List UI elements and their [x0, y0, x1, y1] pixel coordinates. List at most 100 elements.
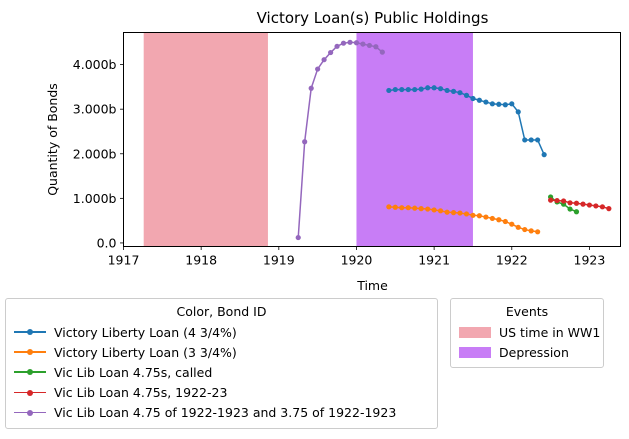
data-point [463, 92, 470, 98]
legend-label: Vic Lib Loan 4.75s, called [54, 364, 213, 380]
data-point [528, 228, 534, 234]
legend-entry-1: Victory Liberty Loan (4 3/4%) [6, 322, 437, 342]
data-point [567, 206, 573, 212]
legend-entry-3: Vic Lib Loan 4.75s, called [6, 362, 437, 382]
data-point [463, 211, 470, 217]
data-point [386, 204, 392, 210]
band-us-time-in-ww1 [143, 32, 268, 247]
legend-swatch [14, 408, 46, 418]
event-label: Depression [499, 344, 569, 360]
data-point [334, 43, 340, 49]
bond-legend-entries: Victory Liberty Loan (4 3/4%) Victory Lib… [6, 322, 437, 423]
data-point [535, 229, 541, 235]
x-tick-label: 1920 [341, 253, 373, 268]
data-point [392, 204, 398, 210]
legend-label: Vic Lib Loan 4.75s, 1922-23 [54, 385, 228, 401]
event-bands [143, 32, 473, 247]
legend-entry-5: Vic Lib Loan 4.75 of 1922-1923 and 3.75 … [6, 403, 437, 423]
series-4 [548, 197, 612, 212]
legend-label: Victory Liberty Loan (4 3/4%) [54, 324, 237, 340]
y-tick-label: 1.000b [73, 191, 117, 206]
series-5 [295, 39, 385, 241]
legend-swatch [14, 347, 46, 357]
legend-swatch [14, 367, 46, 377]
data-point [476, 213, 482, 219]
data-point [418, 206, 424, 212]
data-point [496, 217, 502, 223]
data-point [489, 101, 495, 107]
data-point [360, 41, 366, 47]
data-point [483, 214, 489, 220]
data-point [405, 86, 411, 93]
data-point [308, 85, 314, 91]
y-tick-label: 4.000b [73, 57, 117, 72]
data-point [509, 101, 515, 107]
data-point [347, 39, 353, 45]
data-point [522, 137, 528, 143]
data-point [353, 40, 360, 46]
x-tick-label: 1918 [185, 253, 217, 268]
series-line [550, 199, 610, 210]
data-point [509, 221, 515, 227]
data-point [373, 44, 379, 50]
data-point [437, 86, 444, 92]
data-point [437, 208, 444, 214]
event-swatch [459, 346, 491, 358]
data-point [425, 206, 431, 212]
data-point [567, 200, 573, 206]
data-point [379, 49, 385, 55]
y-axis-label: Quantity of Bonds [45, 83, 60, 196]
data-point [483, 99, 489, 105]
data-point [328, 49, 334, 56]
event-swatch [459, 326, 491, 338]
data-point [425, 85, 431, 91]
data-point [315, 66, 321, 72]
plot-frame [123, 32, 621, 247]
data-point [386, 87, 392, 94]
data-point [457, 90, 463, 96]
legend-entry-2: Victory Liberty Loan (3 3/4%) [6, 342, 437, 362]
data-point [366, 42, 373, 49]
data-point [580, 201, 586, 207]
data-point [502, 218, 508, 225]
event-entry-us-time-in-ww1: US time in WW1 [451, 322, 603, 342]
x-axis-label: Time [356, 278, 388, 293]
data-point [470, 212, 476, 218]
data-point [515, 109, 521, 115]
events-legend-entries: US time in WW1 Depression [451, 322, 603, 362]
x-tick-label: 1917 [108, 253, 140, 268]
data-point [399, 205, 405, 211]
data-point [444, 87, 450, 94]
y-tick-label: 2.000b [73, 146, 117, 161]
data-point [573, 209, 580, 215]
data-point [535, 137, 541, 143]
data-point [412, 86, 418, 93]
data-point [450, 210, 457, 216]
data-point [489, 215, 495, 222]
data-point [340, 40, 347, 46]
event-entry-depression: Depression [451, 342, 603, 362]
y-tick-label: 3.000b [73, 102, 117, 117]
data-point [496, 101, 502, 107]
data-point [392, 86, 398, 93]
band-depression [356, 32, 473, 247]
data-point [522, 226, 528, 233]
data-point [321, 57, 327, 63]
x-axis: 1917 1918 1919 1920 1921 1922 1923 [108, 246, 606, 268]
data-point [554, 197, 560, 204]
bond-legend: Color, Bond ID Victory Liberty Loan (4 3… [5, 298, 438, 429]
data-point [528, 137, 534, 143]
x-tick-label: 1923 [574, 253, 606, 268]
data-point [450, 88, 457, 94]
data-point [405, 205, 411, 211]
legend-entry-4: Vic Lib Loan 4.75s, 1922-23 [6, 383, 437, 403]
data-point [444, 209, 450, 215]
x-tick-label: 1921 [418, 253, 450, 268]
legend-label: Victory Liberty Loan (3 3/4%) [54, 344, 237, 360]
data-point [599, 204, 606, 210]
event-label: US time in WW1 [499, 324, 601, 340]
data-point [586, 202, 593, 208]
data-point [399, 86, 405, 93]
events-legend: Events US time in WW1 Depression [450, 298, 604, 368]
